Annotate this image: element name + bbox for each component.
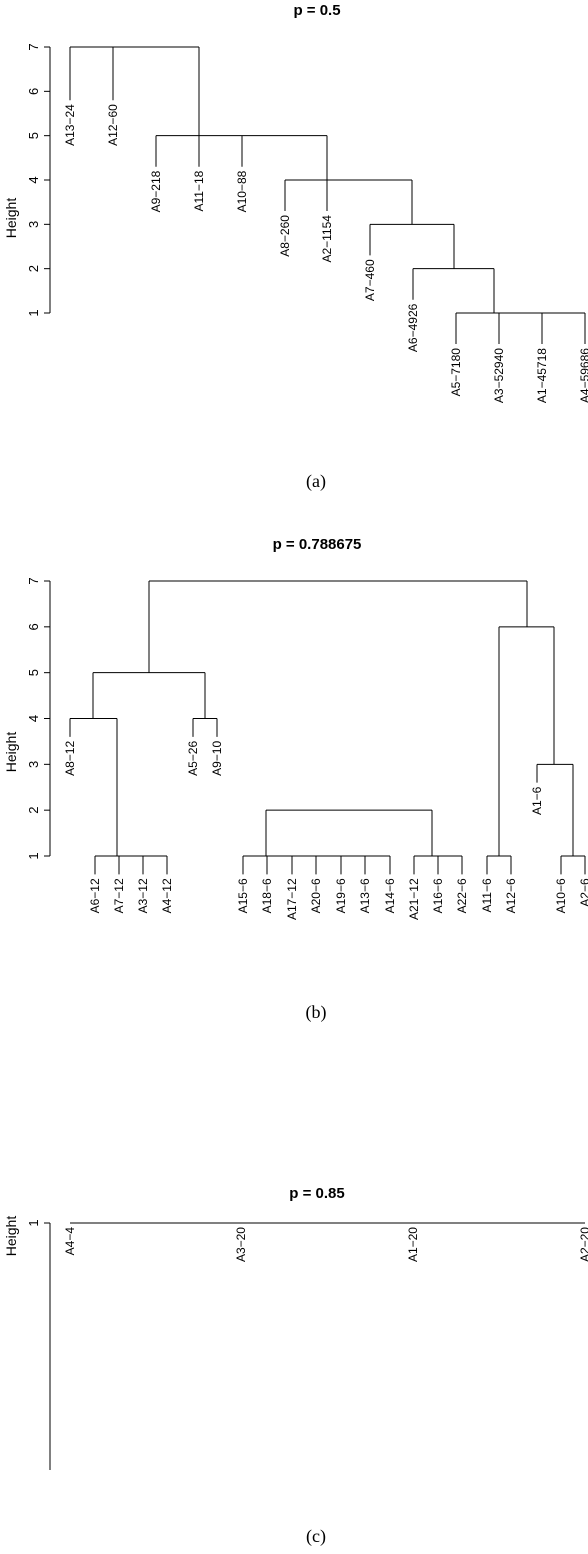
leaf-label: A8−12	[63, 741, 77, 776]
leaf-label: A15−6	[236, 878, 250, 913]
leaf-label: A9−10	[210, 741, 224, 776]
leaf-label: A4−4	[63, 1227, 77, 1256]
leaf-label: A12−60	[106, 104, 120, 146]
leaf-label: A11−18	[192, 170, 206, 211]
panel-b-tree	[69, 580, 586, 875]
leaf-label: A21−12	[407, 878, 421, 920]
y-tick-label: 3	[26, 221, 41, 228]
leaf-label: A9−218	[149, 170, 163, 212]
panel-a-caption: (a)	[306, 471, 326, 492]
leaf-label: A10−6	[554, 878, 568, 913]
leaf-label: A13−6	[358, 878, 372, 913]
panel-c-y-axis: 1	[26, 1219, 51, 1470]
leaf-label: A7−460	[363, 259, 377, 301]
panel-c: p = 0.85 Height 1 A4−4 A3−20 A1−20 A2−20 (c…	[3, 1185, 588, 1547]
y-tick-label: 5	[26, 132, 41, 139]
leaf-label: A11−6	[480, 878, 494, 912]
y-tick-label: 2	[26, 265, 41, 272]
leaf-label: A12−6	[504, 878, 518, 913]
y-tick-label: 1	[26, 309, 41, 316]
y-tick-label: 1	[26, 852, 41, 859]
leaf-label: A19−6	[334, 878, 348, 913]
leaf-label: A14−6	[383, 878, 397, 913]
leaf-label: A6−12	[88, 878, 102, 913]
y-tick-label: 7	[26, 577, 41, 584]
leaf-label: A4−12	[160, 878, 174, 913]
panel-a: p = 0.5 Height 1 2 3 4 5 6 7 A13−24 A12−60 A9−21…	[3, 2, 588, 492]
y-tick-label: 1	[26, 1219, 41, 1226]
y-tick-label: 6	[26, 623, 41, 630]
panel-a-y-label: Height	[3, 198, 19, 239]
y-tick-label: 3	[26, 761, 41, 768]
panel-b-y-label: Height	[3, 732, 19, 773]
panel-a-tree	[69, 46, 586, 345]
leaf-label: A2−6	[578, 878, 588, 907]
leaf-label: A2−1154	[320, 215, 334, 263]
leaf-label: A5−7180	[449, 348, 463, 397]
panel-b-caption: (b)	[306, 1002, 327, 1023]
panel-a-title: p = 0.5	[293, 2, 340, 19]
y-tick-label: 2	[26, 807, 41, 814]
leaf-label: A2−20	[578, 1227, 588, 1262]
leaf-label: A16−6	[431, 878, 445, 913]
panel-b-leaf-labels: A8−12 A6−12 A7−12 A3−12 A4−12 A5−26 A9−10 A15−6…	[63, 741, 588, 921]
leaf-label: A18−6	[260, 878, 274, 913]
leaf-label: A6−4926	[406, 303, 420, 352]
leaf-label: A3−20	[234, 1227, 248, 1262]
leaf-label: A3−52940	[492, 348, 506, 403]
leaf-label: A1−6	[530, 786, 544, 815]
leaf-label: A22−6	[455, 878, 469, 913]
panel-c-y-label: Height	[3, 1216, 19, 1257]
y-tick-label: 5	[26, 669, 41, 676]
y-tick-label: 4	[26, 176, 41, 183]
panel-b-title: p = 0.788675	[273, 536, 362, 553]
leaf-label: A5−26	[186, 741, 200, 776]
y-tick-label: 7	[26, 43, 41, 50]
panel-a-y-axis: 1 2 3 4 5 6 7	[26, 43, 51, 317]
leaf-label: A17−12	[285, 878, 299, 920]
panel-b: p = 0.788675 Height 1 2 3 4 5 6 7 A8−12 A6−12 A7…	[3, 536, 588, 1023]
leaf-label: A4−59686	[578, 348, 588, 403]
leaf-label: A10−88	[235, 170, 249, 212]
leaf-label: A20−6	[309, 878, 323, 913]
panel-c-caption: (c)	[306, 1526, 326, 1547]
leaf-label: A7−12	[112, 878, 126, 913]
leaf-label: A3−12	[136, 878, 150, 913]
leaf-label: A1−45718	[535, 348, 549, 403]
y-tick-label: 6	[26, 88, 41, 95]
leaf-label: A8−260	[278, 215, 292, 257]
panel-b-y-axis: 1 2 3 4 5 6 7	[26, 577, 51, 860]
leaf-label: A13−24	[63, 104, 77, 146]
panel-c-title: p = 0.85	[289, 1185, 344, 1202]
leaf-label: A1−20	[406, 1227, 420, 1262]
y-tick-label: 4	[26, 715, 41, 722]
panel-a-leaf-labels: A13−24 A12−60 A9−218 A11−18 A10−88 A8−260 A2−1…	[63, 104, 588, 403]
panel-c-leaf-labels: A4−4 A3−20 A1−20 A2−20	[63, 1227, 588, 1262]
